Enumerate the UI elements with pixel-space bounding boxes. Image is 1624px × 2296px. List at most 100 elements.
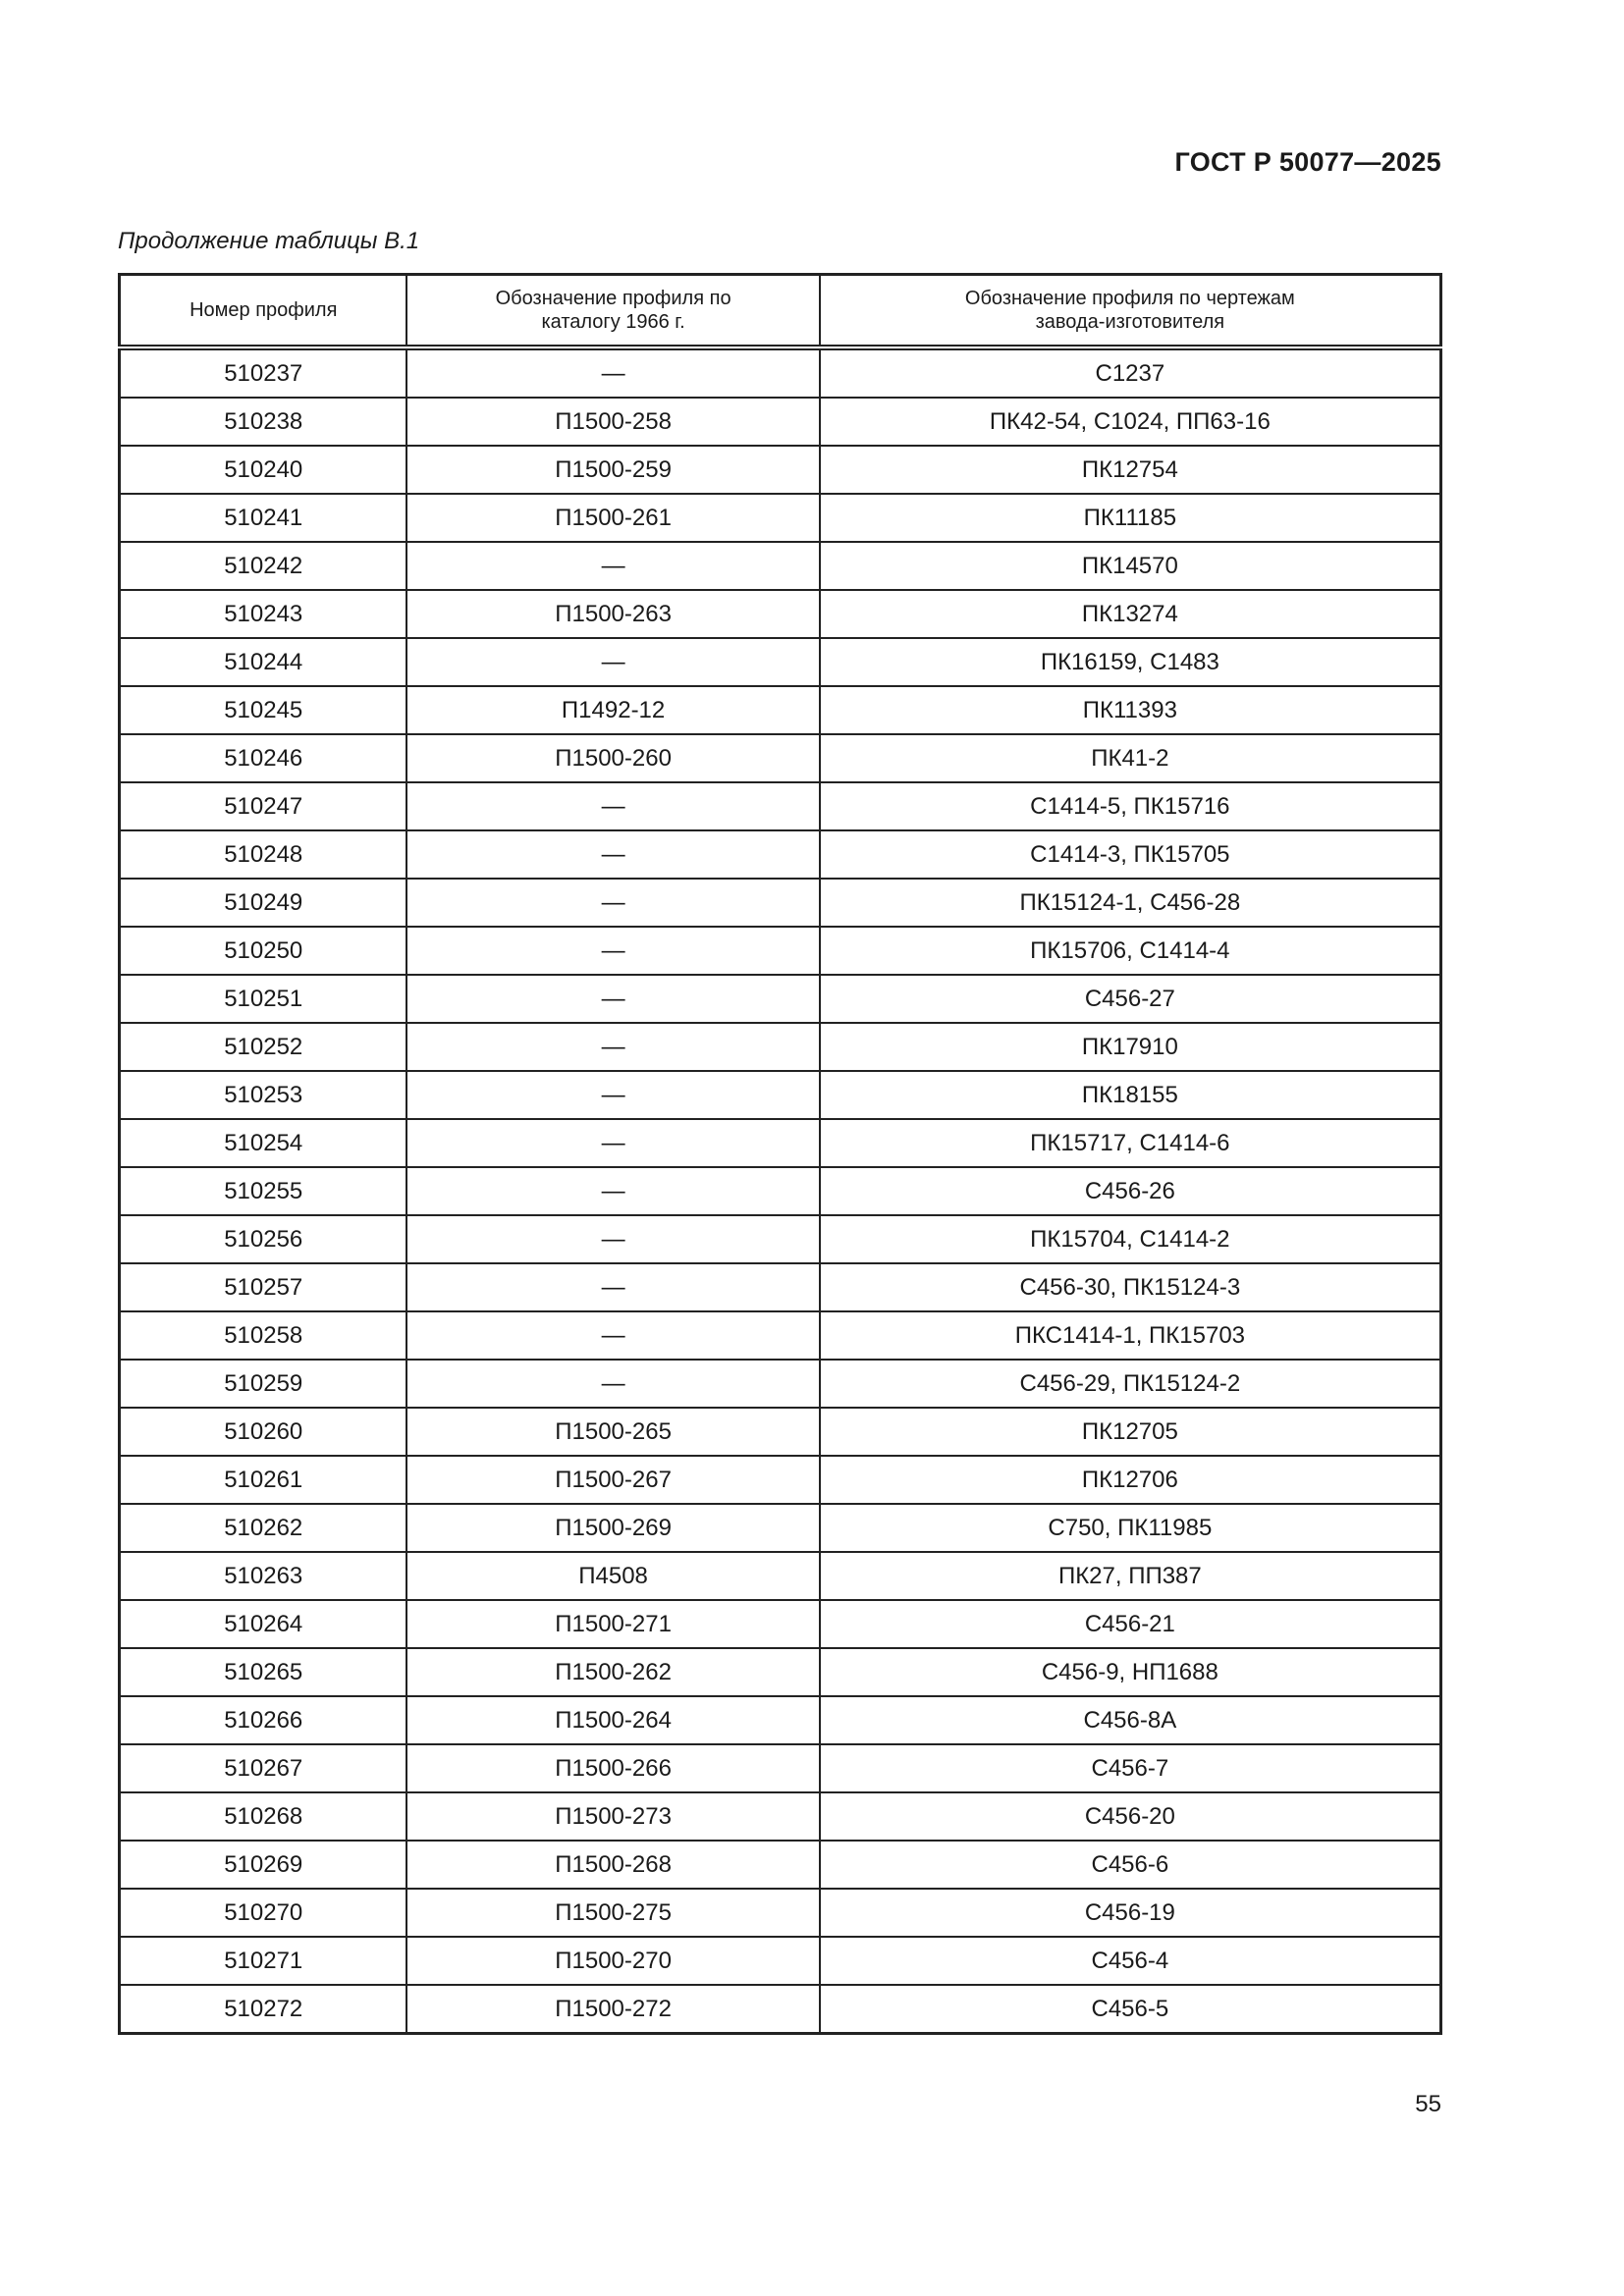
table-row: 510264 П1500-271 С456-21 bbox=[118, 1599, 1442, 1649]
catalog-1966-cell: П4508 bbox=[406, 1551, 821, 1601]
profile-number-cell: 510250 bbox=[118, 926, 408, 976]
catalog-1966-cell: П1500-265 bbox=[406, 1407, 821, 1457]
manufacturer-drawing-cell: С456-26 bbox=[818, 1166, 1442, 1216]
manufacturer-drawing-cell: С750, ПК11985 bbox=[818, 1503, 1442, 1553]
manufacturer-drawing-cell: С456-30, ПК15124-3 bbox=[818, 1262, 1442, 1312]
manufacturer-drawing-cell: ПК41-2 bbox=[818, 733, 1442, 783]
table-row: 510249— ПК15124-1, С456-28 bbox=[118, 878, 1442, 928]
manufacturer-drawing-cell: ПКС1414-1, ПК15703 bbox=[818, 1310, 1442, 1361]
manufacturer-drawing-cell: С456-8А bbox=[818, 1695, 1442, 1745]
profile-number-cell: 510251 bbox=[118, 974, 408, 1024]
catalog-1966-cell: П1500-273 bbox=[406, 1791, 821, 1842]
catalog-1966-cell: — bbox=[406, 829, 821, 880]
catalog-1966-cell: П1500-259 bbox=[406, 445, 821, 495]
table-row: 510269 П1500-268 С456-6 bbox=[118, 1840, 1442, 1890]
profile-number-cell: 510270 bbox=[118, 1888, 408, 1938]
manufacturer-drawing-cell: ПК11185 bbox=[818, 493, 1442, 543]
catalog-1966-cell: П1500-270 bbox=[406, 1936, 821, 1986]
catalog-1966-cell: П1500-271 bbox=[406, 1599, 821, 1649]
manufacturer-drawing-cell: С456-29, ПК15124-2 bbox=[818, 1359, 1442, 1409]
manufacturer-drawing-cell: С456-19 bbox=[818, 1888, 1442, 1938]
catalog-1966-cell: П1500-272 bbox=[406, 1984, 821, 2035]
profile-number-cell: 510244 bbox=[118, 637, 408, 687]
manufacturer-drawing-cell: ПК12706 bbox=[818, 1455, 1442, 1505]
catalog-1966-cell: — bbox=[406, 1070, 821, 1120]
table-row: 510251— С456-27 bbox=[118, 974, 1442, 1024]
catalog-1966-cell: П1500-262 bbox=[406, 1647, 821, 1697]
catalog-1966-cell: — bbox=[406, 1022, 821, 1072]
catalog-1966-cell: П1500-268 bbox=[406, 1840, 821, 1890]
manufacturer-drawing-cell: ПК14570 bbox=[818, 541, 1442, 591]
manufacturer-drawing-cell: С456-7 bbox=[818, 1743, 1442, 1793]
manufacturer-drawing-cell: С456-9, НП1688 bbox=[818, 1647, 1442, 1697]
table-row: 510252— ПК17910 bbox=[118, 1022, 1442, 1072]
table-row: 510250— ПК15706, С1414-4 bbox=[118, 926, 1442, 976]
profile-number-cell: 510263 bbox=[118, 1551, 408, 1601]
catalog-1966-cell: П1500-275 bbox=[406, 1888, 821, 1938]
profile-number-cell: 510254 bbox=[118, 1118, 408, 1168]
manufacturer-drawing-cell: ПК16159, С1483 bbox=[818, 637, 1442, 687]
manufacturer-drawing-cell: ПК12705 bbox=[818, 1407, 1442, 1457]
profile-number-cell: 510267 bbox=[118, 1743, 408, 1793]
profile-number-cell: 510255 bbox=[118, 1166, 408, 1216]
profile-number-cell: 510249 bbox=[118, 878, 408, 928]
column-header-profile-number: Номер профиля bbox=[118, 273, 408, 350]
table-row: 510260 П1500-265 ПК12705 bbox=[118, 1407, 1442, 1457]
catalog-1966-cell: П1500-261 bbox=[406, 493, 821, 543]
table-row: 510248— С1414-3, ПК15705 bbox=[118, 829, 1442, 880]
table-row: 510246 П1500-260 ПК41-2 bbox=[118, 733, 1442, 783]
profile-table: Номер профиля Обозначение профиля по кат… bbox=[118, 273, 1442, 2035]
table-row: 510270 П1500-275 С456-19 bbox=[118, 1888, 1442, 1938]
table-row: 510262 П1500-269 С750, ПК11985 bbox=[118, 1503, 1442, 1553]
catalog-1966-cell: — bbox=[406, 347, 821, 399]
table-row: 510266 П1500-264 С456-8А bbox=[118, 1695, 1442, 1745]
catalog-1966-cell: П1500-264 bbox=[406, 1695, 821, 1745]
profile-number-cell: 510264 bbox=[118, 1599, 408, 1649]
profile-number-cell: 510268 bbox=[118, 1791, 408, 1842]
manufacturer-drawing-cell: ПК15124-1, С456-28 bbox=[818, 878, 1442, 928]
table-row: 510255— С456-26 bbox=[118, 1166, 1442, 1216]
catalog-1966-cell: П1500-266 bbox=[406, 1743, 821, 1793]
profile-number-cell: 510256 bbox=[118, 1214, 408, 1264]
manufacturer-drawing-cell: С456-27 bbox=[818, 974, 1442, 1024]
profile-number-cell: 510266 bbox=[118, 1695, 408, 1745]
column-header-text: Обозначение профиля по чертежам завода-и… bbox=[964, 288, 1295, 333]
catalog-1966-cell: П1500-269 bbox=[406, 1503, 821, 1553]
page-number: 55 bbox=[1415, 2091, 1441, 2117]
profile-number-cell: 510247 bbox=[118, 781, 408, 831]
table-row: 510244— ПК16159, С1483 bbox=[118, 637, 1442, 687]
table-row: 510241 П1500-261 ПК11185 bbox=[118, 493, 1442, 543]
manufacturer-drawing-cell: С456-21 bbox=[818, 1599, 1442, 1649]
manufacturer-drawing-cell: ПК11393 bbox=[818, 685, 1442, 735]
profile-number-cell: 510262 bbox=[118, 1503, 408, 1553]
catalog-1966-cell: — bbox=[406, 1310, 821, 1361]
table-row: 510253— ПК18155 bbox=[118, 1070, 1442, 1120]
profile-number-cell: 510241 bbox=[118, 493, 408, 543]
manufacturer-drawing-cell: С1237 bbox=[818, 347, 1442, 399]
manufacturer-drawing-cell: ПК15717, С1414-6 bbox=[818, 1118, 1442, 1168]
profile-number-cell: 510259 bbox=[118, 1359, 408, 1409]
table-row: 510261 П1500-267 ПК12706 bbox=[118, 1455, 1442, 1505]
profile-number-cell: 510272 bbox=[118, 1984, 408, 2035]
table-row: 510259— С456-29, ПК15124-2 bbox=[118, 1359, 1442, 1409]
profile-number-cell: 510271 bbox=[118, 1936, 408, 1986]
catalog-1966-cell: П1500-258 bbox=[406, 397, 821, 447]
manufacturer-drawing-cell: С1414-3, ПК15705 bbox=[818, 829, 1442, 880]
table-row: 510254— ПК15717, С1414-6 bbox=[118, 1118, 1442, 1168]
catalog-1966-cell: П1500-263 bbox=[406, 589, 821, 639]
profile-number-cell: 510237 bbox=[118, 347, 408, 399]
table-row: 510247— С1414-5, ПК15716 bbox=[118, 781, 1442, 831]
manufacturer-drawing-cell: ПК12754 bbox=[818, 445, 1442, 495]
table-row: 510263 П4508 ПК27, ПП387 bbox=[118, 1551, 1442, 1601]
manufacturer-drawing-cell: С456-4 bbox=[818, 1936, 1442, 1986]
catalog-1966-cell: — bbox=[406, 1166, 821, 1216]
catalog-1966-cell: П1500-260 bbox=[406, 733, 821, 783]
table-row: 510267 П1500-266 С456-7 bbox=[118, 1743, 1442, 1793]
manufacturer-drawing-cell: С456-20 bbox=[818, 1791, 1442, 1842]
catalog-1966-cell: П1492-12 bbox=[406, 685, 821, 735]
profile-number-cell: 510253 bbox=[118, 1070, 408, 1120]
catalog-1966-cell: — bbox=[406, 781, 821, 831]
manufacturer-drawing-cell: С1414-5, ПК15716 bbox=[818, 781, 1442, 831]
manufacturer-drawing-cell: ПК15704, С1414-2 bbox=[818, 1214, 1442, 1264]
manufacturer-drawing-cell: ПК15706, С1414-4 bbox=[818, 926, 1442, 976]
